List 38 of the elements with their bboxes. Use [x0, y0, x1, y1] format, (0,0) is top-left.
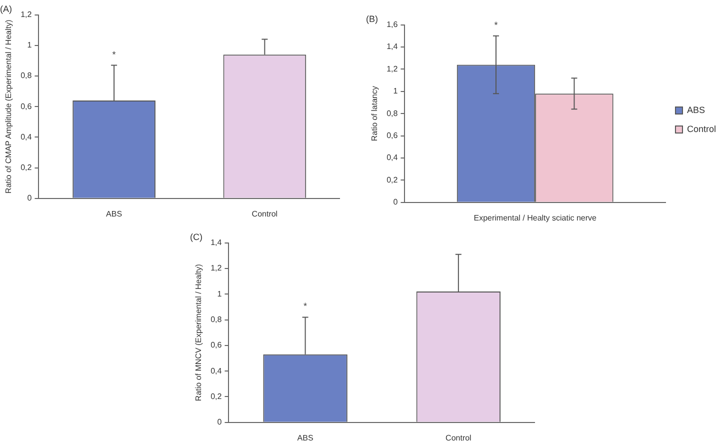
y-tick-label: 0,4	[20, 132, 32, 142]
x-tick-label: Experimental / Healty sciatic nerve	[474, 213, 598, 222]
y-tick-label: 0,2	[386, 175, 398, 184]
y-tick-label: 0,2	[20, 163, 32, 172]
legend-label: ABS	[686, 104, 706, 115]
annotation: *	[112, 49, 116, 60]
y-tick-label: 1,4	[386, 42, 398, 52]
y-axis-title: Ratio of latancy	[370, 86, 380, 142]
y-tick-label: 0,8	[20, 71, 32, 80]
annotation: *	[304, 301, 308, 312]
y-tick-label: 1	[393, 86, 398, 96]
y-tick-label: 0,2	[210, 392, 222, 401]
y-tick-label: 0	[217, 418, 222, 427]
y-tick-label: 1,4	[210, 238, 222, 248]
y-axis-title: Ratio of MNCV (Experimental / Healty)	[194, 264, 204, 402]
y-tick-label: 1	[27, 40, 32, 50]
y-tick-label: 0,6	[386, 131, 398, 140]
y-tick-label: 0,4	[210, 366, 222, 376]
annotation: *	[494, 20, 498, 30]
y-tick-label: 0,8	[386, 108, 398, 118]
chart-title: (B)	[366, 14, 378, 24]
y-tick-label: 0,6	[210, 340, 222, 350]
y-tick-label: 1	[217, 289, 222, 298]
y-axis-title: Ratio of CMAP Amplitude (Experimental / Healty)	[4, 19, 14, 194]
chart-title: (C)	[190, 232, 202, 242]
chart-title: (A)	[0, 4, 12, 14]
y-tick-label: 0,4	[386, 153, 398, 162]
y-tick-label: 1,2	[210, 264, 222, 273]
legend-label: Control	[686, 124, 716, 134]
y-tick-label: 1,2	[20, 10, 32, 20]
y-tick-label: 0	[393, 198, 398, 207]
x-tick-label: Control	[252, 209, 278, 218]
y-tick-label: 1,2	[386, 64, 398, 74]
x-tick-label: ABS	[106, 209, 122, 218]
y-tick-label: 0,6	[20, 102, 32, 111]
y-tick-label: 1,6	[386, 20, 398, 30]
y-tick-label: 0	[27, 194, 32, 203]
y-tick-label: 0,8	[210, 314, 222, 324]
